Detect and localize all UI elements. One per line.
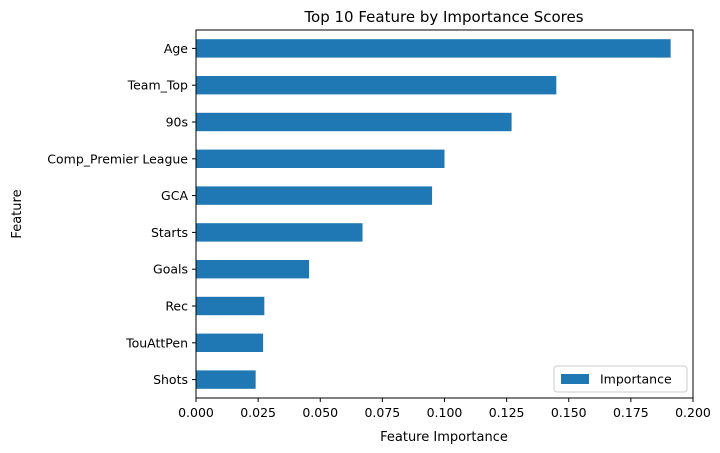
legend-swatch — [561, 374, 589, 384]
bar-age — [196, 39, 671, 58]
x-tick-label: 0.025 — [240, 405, 276, 420]
legend-frame — [553, 365, 688, 393]
y-tick-label: Goals — [153, 262, 188, 277]
y-tick-label: Comp_Premier League — [47, 151, 188, 166]
x-tick-label: 0.150 — [551, 405, 587, 420]
bar-90s — [196, 112, 512, 132]
bar-goals — [196, 260, 310, 279]
bar-touattpen — [196, 333, 264, 352]
bar-team-top — [196, 76, 557, 95]
x-tick-label: 0.200 — [675, 405, 711, 420]
y-tick-label: TouAttPen — [125, 335, 188, 350]
x-tick-label: 0.100 — [427, 405, 463, 420]
bar-comp-premier-league — [196, 149, 445, 168]
y-tick-label: GCA — [161, 188, 188, 203]
y-tick-label: Starts — [151, 225, 188, 240]
bar-rec — [196, 296, 265, 316]
x-ticks-group: 0.000 0.025 0.050 0.075 0.100 0.125 0.150 0.175… — [178, 398, 711, 420]
legend-label: Importance — [600, 372, 672, 387]
x-tick-label: 0.050 — [302, 405, 338, 420]
x-tick-label: 0.075 — [364, 405, 400, 420]
bar-gca — [196, 186, 433, 205]
chart-title: Top 10 Feature by Importance Scores — [303, 8, 583, 26]
bars-group — [196, 39, 671, 389]
x-axis-label: Feature Importance — [380, 430, 508, 445]
y-tick-label: Team_Top — [127, 78, 188, 93]
x-tick-label: 0.000 — [178, 405, 214, 420]
bar-shots — [196, 370, 256, 389]
y-axis-label: Feature — [10, 189, 25, 238]
y-tick-label: Age — [164, 41, 188, 56]
bar-starts — [196, 223, 363, 242]
legend: Importance — [553, 365, 688, 393]
y-tick-label: Rec — [165, 299, 188, 314]
x-tick-label: 0.125 — [489, 405, 525, 420]
y-tick-label: 90s — [166, 115, 188, 130]
x-tick-label: 0.175 — [613, 405, 649, 420]
y-tick-label: Shots — [153, 372, 188, 387]
y-ticks-group: Age Team_Top 90s Comp_Premier League GCA Star… — [47, 41, 196, 387]
